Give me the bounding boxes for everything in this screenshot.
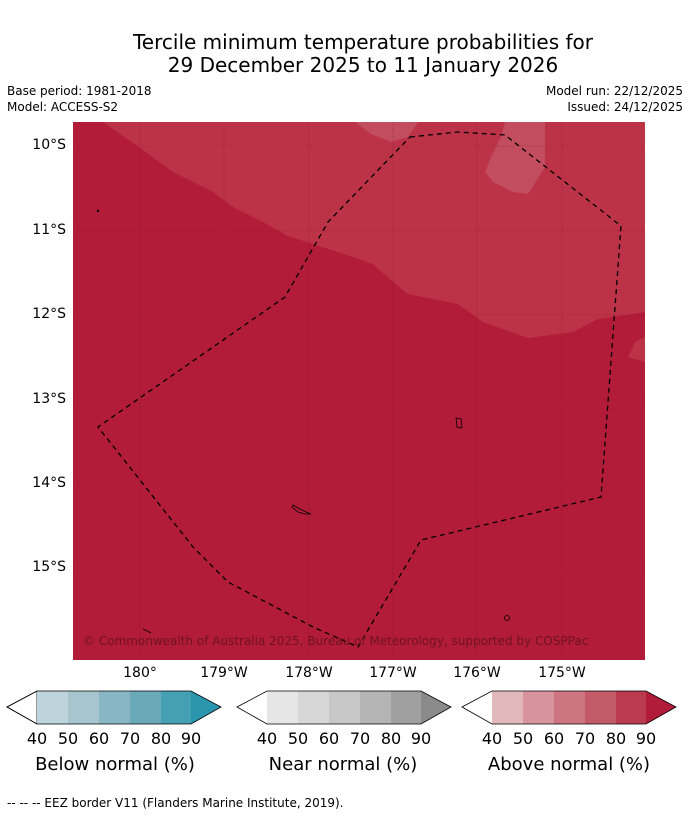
lon-label-175w: 175°W — [522, 665, 602, 681]
model-run: Model run: 22/12/2025 — [546, 83, 683, 99]
cbar-below-bin-1 — [37, 691, 68, 724]
tick-near-80: 80 — [376, 729, 406, 748]
cbar-below-lower — [7, 691, 37, 724]
lon-label-178w: 178°W — [269, 665, 349, 681]
cbar-near-bin-4 — [360, 691, 391, 724]
tick-near-60: 60 — [314, 729, 344, 748]
tick-below-90: 90 — [176, 729, 206, 748]
tick-above-40: 40 — [477, 729, 507, 748]
cbar-below-bin-2 — [68, 691, 99, 724]
tick-near-90: 90 — [406, 729, 436, 748]
tick-below-60: 60 — [84, 729, 114, 748]
lon-label-177w: 177°W — [353, 665, 433, 681]
meta-left: Base period: 1981-2018 Model: ACCESS-S2 — [7, 83, 152, 115]
cbar-near-lower — [237, 691, 267, 724]
tick-near-40: 40 — [252, 729, 282, 748]
tick-below-80: 80 — [146, 729, 176, 748]
tick-below-40: 40 — [22, 729, 52, 748]
meta-right: Model run: 22/12/2025 Issued: 24/12/2025 — [546, 83, 683, 115]
tick-above-80: 80 — [601, 729, 631, 748]
lat-label-12s: 12°S — [0, 306, 66, 322]
legend-label-near: Near normal (%) — [228, 754, 458, 775]
lat-label-11s: 11°S — [0, 222, 66, 238]
lat-label-13s: 13°S — [0, 391, 66, 407]
colorbar-above — [461, 690, 677, 726]
base-period: Base period: 1981-2018 — [7, 83, 152, 99]
cbar-near-bin-1 — [267, 691, 298, 724]
tick-near-50: 50 — [283, 729, 313, 748]
title-line-2: 29 December 2025 to 11 January 2026 — [0, 54, 690, 77]
cbar-near-upper — [421, 691, 451, 724]
map-title: Tercile minimum temperature probabilitie… — [0, 31, 690, 77]
cbar-above-upper — [646, 691, 676, 724]
lon-label-180: 180° — [100, 665, 180, 681]
tick-above-50: 50 — [508, 729, 538, 748]
island-dot-northwest — [97, 210, 99, 212]
cbar-below-upper — [191, 691, 221, 724]
cbar-above-bin-5 — [616, 691, 646, 724]
model-name: Model: ACCESS-S2 — [7, 99, 152, 115]
cbar-near-bin-5 — [391, 691, 421, 724]
lon-label-179w: 179°W — [184, 665, 264, 681]
cbar-near-bin-3 — [329, 691, 360, 724]
legend-label-below: Below normal (%) — [0, 754, 230, 775]
issued-date: Issued: 24/12/2025 — [546, 99, 683, 115]
cbar-above-bin-4 — [585, 691, 616, 724]
title-line-1: Tercile minimum temperature probabilitie… — [0, 31, 690, 54]
colorbar-below — [6, 690, 222, 726]
colorbar-near — [236, 690, 452, 726]
cbar-above-bin-2 — [523, 691, 554, 724]
legend-label-above: Above normal (%) — [454, 754, 684, 775]
cbar-below-bin-4 — [130, 691, 161, 724]
tick-above-70: 70 — [570, 729, 600, 748]
probability-map: © Commonwealth of Australia 2025, Bureau… — [73, 122, 645, 660]
lat-label-14s: 14°S — [0, 475, 66, 491]
lat-label-15s: 15°S — [0, 559, 66, 575]
cbar-near-bin-2 — [298, 691, 329, 724]
lat-label-10s: 10°S — [0, 137, 66, 153]
tick-below-70: 70 — [115, 729, 145, 748]
cbar-above-bin-3 — [554, 691, 585, 724]
cbar-below-bin-5 — [161, 691, 191, 724]
tick-above-90: 90 — [631, 729, 661, 748]
tick-near-70: 70 — [345, 729, 375, 748]
cbar-below-bin-3 — [99, 691, 130, 724]
tick-below-50: 50 — [53, 729, 83, 748]
lon-label-176w: 176°W — [437, 665, 517, 681]
copyright-notice: © Commonwealth of Australia 2025, Bureau… — [83, 634, 588, 648]
tick-above-60: 60 — [539, 729, 569, 748]
cbar-above-bin-1 — [492, 691, 523, 724]
eez-footnote: -- -- -- EEZ border V11 (Flanders Marine… — [7, 796, 344, 810]
cbar-above-lower — [462, 691, 492, 724]
